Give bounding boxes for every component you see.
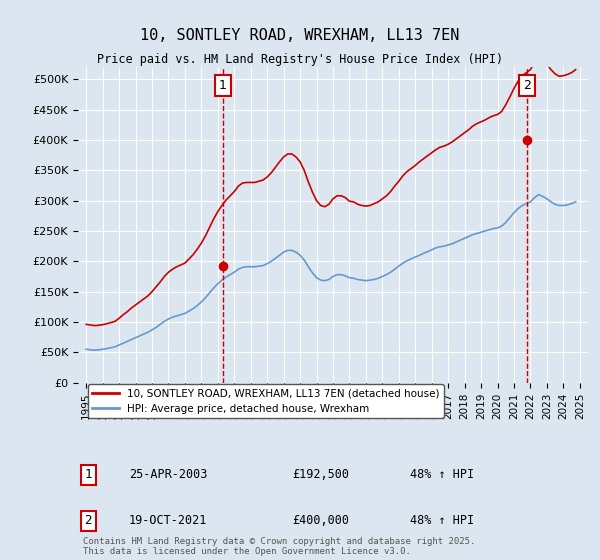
Text: £400,000: £400,000 bbox=[292, 515, 349, 528]
Text: 25-APR-2003: 25-APR-2003 bbox=[129, 468, 208, 482]
Text: 48% ↑ HPI: 48% ↑ HPI bbox=[409, 468, 473, 482]
Text: 19-OCT-2021: 19-OCT-2021 bbox=[129, 515, 208, 528]
Text: 1: 1 bbox=[219, 79, 227, 92]
Text: 10, SONTLEY ROAD, WREXHAM, LL13 7EN: 10, SONTLEY ROAD, WREXHAM, LL13 7EN bbox=[140, 28, 460, 43]
Text: Price paid vs. HM Land Registry's House Price Index (HPI): Price paid vs. HM Land Registry's House … bbox=[97, 53, 503, 66]
Legend: 10, SONTLEY ROAD, WREXHAM, LL13 7EN (detached house), HPI: Average price, detach: 10, SONTLEY ROAD, WREXHAM, LL13 7EN (det… bbox=[88, 384, 443, 418]
Text: 1: 1 bbox=[85, 468, 92, 482]
Text: Contains HM Land Registry data © Crown copyright and database right 2025.
This d: Contains HM Land Registry data © Crown c… bbox=[83, 537, 475, 557]
Text: 2: 2 bbox=[85, 515, 92, 528]
Text: 2: 2 bbox=[523, 79, 531, 92]
Text: £192,500: £192,500 bbox=[292, 468, 349, 482]
Text: 48% ↑ HPI: 48% ↑ HPI bbox=[409, 515, 473, 528]
